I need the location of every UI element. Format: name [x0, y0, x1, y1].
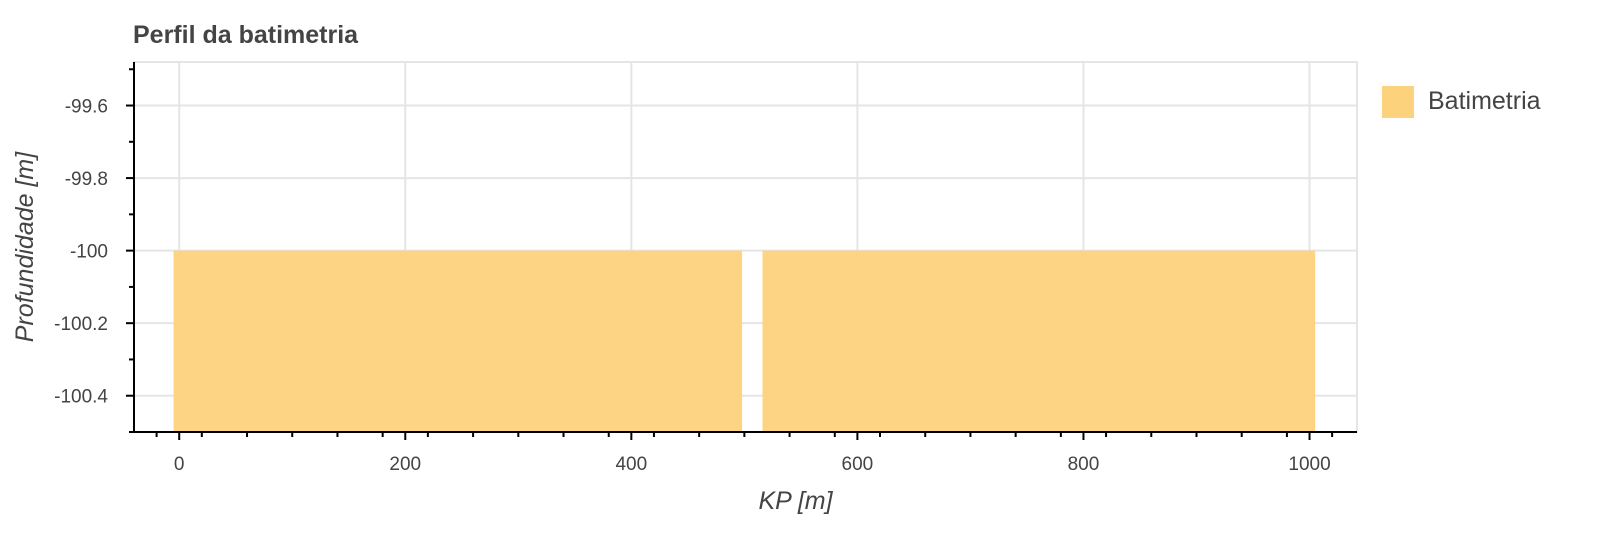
area-segment-2: [762, 250, 1316, 432]
y-tick-label: -99.6: [65, 97, 108, 118]
x-tick-label: 600: [842, 454, 874, 475]
area-segment-1: [173, 250, 743, 432]
y-axis-label: Profundidade [m]: [11, 151, 39, 342]
legend-label-batimetria: Batimetria: [1428, 87, 1541, 115]
x-axis-label: KP [m]: [758, 487, 833, 515]
y-tick-label: -100.4: [54, 387, 108, 408]
x-tick-label: 0: [174, 454, 185, 475]
x-tick-label: 400: [615, 454, 647, 475]
x-tick-label: 1000: [1288, 454, 1330, 475]
y-tick-label: -99.8: [65, 169, 108, 190]
y-tick-label: -100.2: [54, 314, 108, 335]
legend-swatch: [1382, 86, 1414, 118]
legend: Batimetria: [1382, 86, 1541, 118]
plot-area: [173, 250, 1316, 432]
axes: 0 200 400 600 800 1000 -99.6 -99.8 -100 -100.2 -10…: [54, 62, 1357, 475]
x-tick-label: 200: [389, 454, 421, 475]
x-tick-label: 800: [1068, 454, 1100, 475]
y-tick-label: -100: [70, 242, 108, 263]
chart-title: Perfil da batimetria: [133, 21, 359, 49]
